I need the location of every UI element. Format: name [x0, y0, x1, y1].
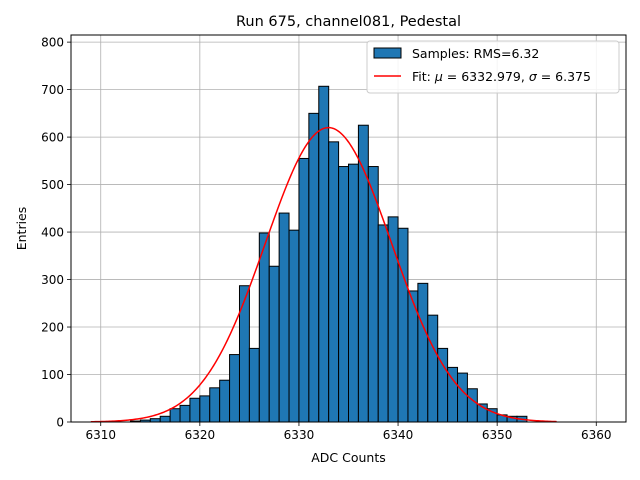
histogram-bar: [338, 166, 350, 423]
histogram-bar: [189, 397, 201, 423]
histogram-bar: [209, 387, 221, 423]
histogram-bar: [238, 285, 250, 423]
histogram-bar: [367, 166, 379, 423]
histogram-bar: [199, 395, 211, 423]
chart-title: Run 675, channel081, Pedestal: [236, 14, 461, 30]
y-axis-label: Entries: [14, 207, 29, 251]
fit-curve: [90, 126, 557, 423]
x-tick-label: 6350: [482, 428, 513, 442]
legend-sigma-symbol: σ: [529, 69, 538, 84]
legend-histogram-swatch: [373, 47, 402, 59]
legend-box: [366, 40, 620, 94]
legend-mu-symbol: μ: [434, 69, 443, 84]
y-tick-label: 300: [41, 273, 64, 287]
histogram-bar: [298, 157, 310, 423]
histogram-bar: [397, 227, 409, 423]
histogram-bar: [268, 265, 280, 423]
histogram-bar: [318, 85, 330, 423]
histogram-bar: [229, 354, 240, 423]
histogram-bar: [288, 229, 300, 423]
legend-fit-sigma-value: = 6.375: [537, 69, 591, 84]
axis-ticks: 6310 6320 6330 6340 6350 6360 0 100 200 300 400 500…: [41, 36, 611, 442]
histogram-bar: [219, 379, 231, 423]
histogram-bar: [248, 347, 260, 423]
histogram-bar: [328, 141, 340, 423]
legend: Samples: RMS=6.32 Fit: μ = 6332.979, σ =…: [366, 40, 620, 94]
legend-fit-prefix: Fit:: [412, 69, 435, 84]
histogram-bar: [278, 212, 290, 423]
y-tick-label: 200: [41, 321, 64, 335]
y-tick-label: 700: [41, 83, 64, 97]
histogram-bar: [308, 112, 320, 423]
histogram-bars: [129, 85, 528, 423]
x-tick-label: 6340: [383, 428, 414, 442]
histogram-bar: [457, 372, 468, 423]
x-tick-label: 6330: [284, 428, 315, 442]
histogram-bar: [159, 415, 171, 423]
plot-frame: [70, 34, 627, 423]
histogram-bar: [348, 163, 359, 423]
histogram-bar: [417, 282, 429, 423]
fit-curve-layer: [90, 126, 557, 423]
y-tick-label: 400: [41, 226, 64, 240]
histogram-bar: [179, 404, 191, 423]
histogram-bar: [377, 224, 389, 423]
x-axis-label: ADC Counts: [311, 450, 386, 465]
y-tick-label: 100: [41, 368, 64, 382]
histogram-bar: [169, 408, 181, 423]
histogram-bar: [258, 232, 270, 423]
y-tick-label: 600: [41, 131, 64, 145]
legend-histogram-label: Samples: RMS=6.32: [412, 46, 539, 61]
y-tick-label: 800: [41, 36, 64, 50]
histogram-bar: [466, 388, 478, 423]
histogram-bar: [427, 314, 439, 423]
x-tick-label: 6310: [85, 428, 116, 442]
x-tick-label: 6320: [185, 428, 216, 442]
y-tick-label: 0: [56, 416, 64, 430]
x-tick-label: 6360: [581, 428, 612, 442]
y-tick-label: 500: [41, 178, 64, 192]
legend-fit-mu-value: = 6332.979,: [443, 69, 529, 84]
legend-fit-label: Fit: μ = 6332.979, σ = 6.375: [412, 69, 591, 84]
